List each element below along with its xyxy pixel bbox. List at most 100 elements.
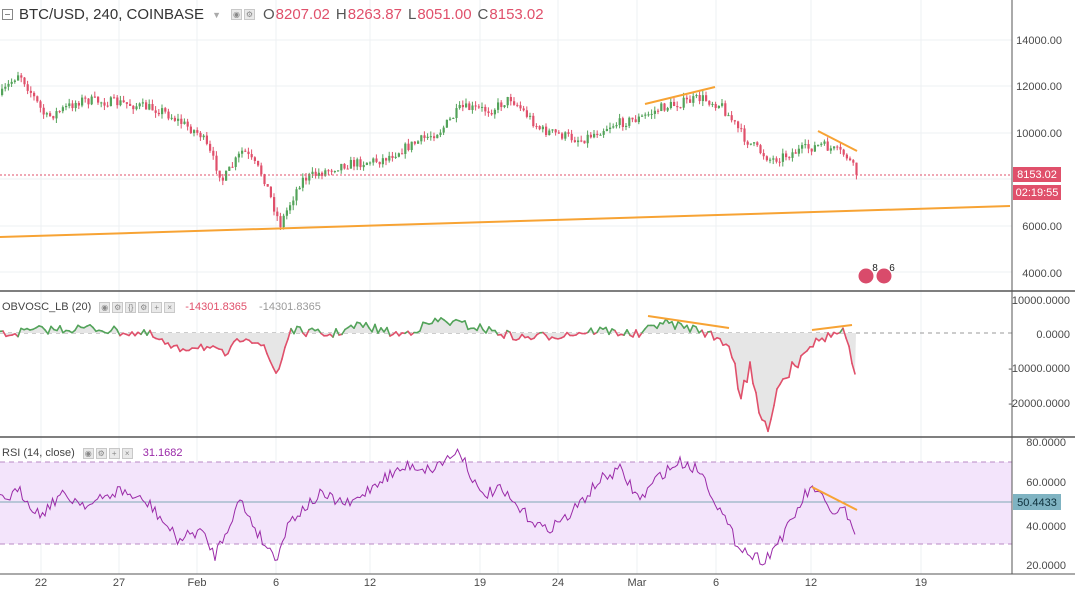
rsi-current-tag-bg — [1013, 494, 1061, 510]
close-icon[interactable]: × — [164, 301, 176, 313]
obv-segment — [284, 338, 289, 349]
time-label: 12 — [805, 577, 817, 589]
price-divergence-line-2[interactable] — [817, 130, 858, 152]
collapse-icon[interactable] — [2, 9, 13, 20]
support-trendline[interactable] — [0, 205, 1011, 238]
obv-segment — [623, 328, 628, 337]
candle-body — [506, 96, 509, 106]
high-value: 8263.87 — [347, 6, 402, 23]
candle-body — [407, 143, 410, 150]
obv-segment — [377, 327, 382, 335]
obv-segment — [227, 345, 232, 355]
obv-segment — [770, 404, 775, 421]
obv-segment — [518, 333, 523, 340]
candle-body — [106, 105, 109, 107]
candle-body — [509, 96, 512, 102]
candle-body — [801, 145, 804, 149]
obv-segment — [740, 379, 745, 400]
obv-segment — [758, 411, 763, 421]
obv-divergence-line-1[interactable] — [647, 315, 730, 329]
obv-segment — [605, 326, 610, 336]
candle-body — [503, 105, 506, 108]
obv-segment — [374, 323, 379, 335]
candle-body — [244, 150, 247, 152]
obv-value: -14301.8365 — [185, 301, 248, 313]
obv-segment — [365, 321, 370, 329]
candle-body — [452, 117, 455, 119]
us-flag-icon[interactable] — [857, 267, 875, 285]
time-label: Feb — [188, 577, 207, 589]
candle-body — [647, 114, 650, 116]
add-icon[interactable]: + — [108, 447, 120, 459]
low-value: 8051.00 — [417, 6, 472, 23]
obv-segment — [395, 330, 400, 337]
eye-icon[interactable]: ◉ — [82, 447, 94, 459]
candle-body — [237, 153, 240, 158]
rsi-divergence-line[interactable] — [811, 486, 858, 511]
chevron-down-icon[interactable]: ▼ — [212, 9, 221, 20]
candle-body — [138, 103, 141, 107]
candle-body — [570, 133, 573, 141]
candle-body — [58, 111, 61, 113]
candle-body — [132, 105, 135, 110]
close-value: 8153.02 — [489, 6, 544, 23]
candle-body — [340, 163, 343, 171]
rsi-path — [0, 448, 856, 566]
candle-body — [349, 159, 352, 169]
symbol-title[interactable]: BTC/USD, 240, COINBASE — [19, 6, 205, 23]
candle-body — [135, 106, 138, 110]
candle-body — [484, 106, 487, 112]
candle-body — [173, 117, 176, 121]
candle-body — [433, 136, 436, 139]
obv-segment — [266, 352, 271, 362]
us-flag-icon[interactable] — [875, 267, 893, 285]
candle-body — [711, 103, 714, 105]
obv-divergence-line-2[interactable] — [811, 324, 853, 331]
candle-body — [685, 97, 688, 100]
obv-segment — [719, 337, 724, 347]
event-count: 6 — [889, 263, 895, 274]
candle-body — [388, 155, 391, 161]
obv-segment — [695, 325, 700, 334]
add-icon[interactable]: + — [151, 301, 163, 313]
eye-icon[interactable]: ◉ — [230, 9, 242, 20]
candle-body — [855, 162, 858, 175]
eye-icon[interactable]: ◉ — [99, 301, 111, 313]
candle-body — [669, 101, 672, 109]
source-icon[interactable]: {} — [125, 301, 137, 313]
candle-body — [612, 126, 615, 128]
candle-body — [317, 172, 320, 176]
rsi-title[interactable]: RSI (14, close) — [2, 447, 75, 459]
obv-segment — [710, 330, 715, 341]
candle-body — [401, 153, 404, 155]
candle-body — [522, 108, 525, 111]
settings-icon[interactable]: ⚙ — [138, 301, 150, 313]
candle-body — [122, 100, 125, 103]
close-icon[interactable]: × — [121, 447, 133, 459]
candle-body — [426, 136, 429, 138]
candle-body — [829, 148, 832, 151]
gear-icon[interactable]: ⚙ — [243, 9, 255, 20]
candle-body — [666, 108, 669, 111]
obv-title[interactable]: OBVOSC_LB (20) — [2, 301, 92, 313]
obv-segment — [641, 328, 646, 334]
obv-segment — [485, 326, 490, 334]
candle-body — [593, 133, 596, 138]
candle-body — [743, 128, 746, 142]
candle-body — [20, 75, 23, 78]
price-divergence-line-1[interactable] — [644, 86, 716, 105]
candle-body — [788, 157, 791, 159]
obv-segment — [812, 337, 817, 348]
candle-body — [260, 165, 263, 175]
candle-body — [55, 111, 58, 119]
drawn-trendlines[interactable] — [0, 86, 1011, 511]
obv-segment — [116, 328, 121, 337]
gear-icon[interactable]: ⚙ — [112, 301, 124, 313]
gear-icon[interactable]: ⚙ — [95, 447, 107, 459]
candle-body — [231, 166, 234, 168]
events-badge[interactable]: 8 6 — [857, 263, 895, 285]
obv-segment — [494, 329, 499, 336]
last-price-tag: 8153.02 — [1017, 169, 1057, 181]
candle-body — [221, 177, 224, 181]
